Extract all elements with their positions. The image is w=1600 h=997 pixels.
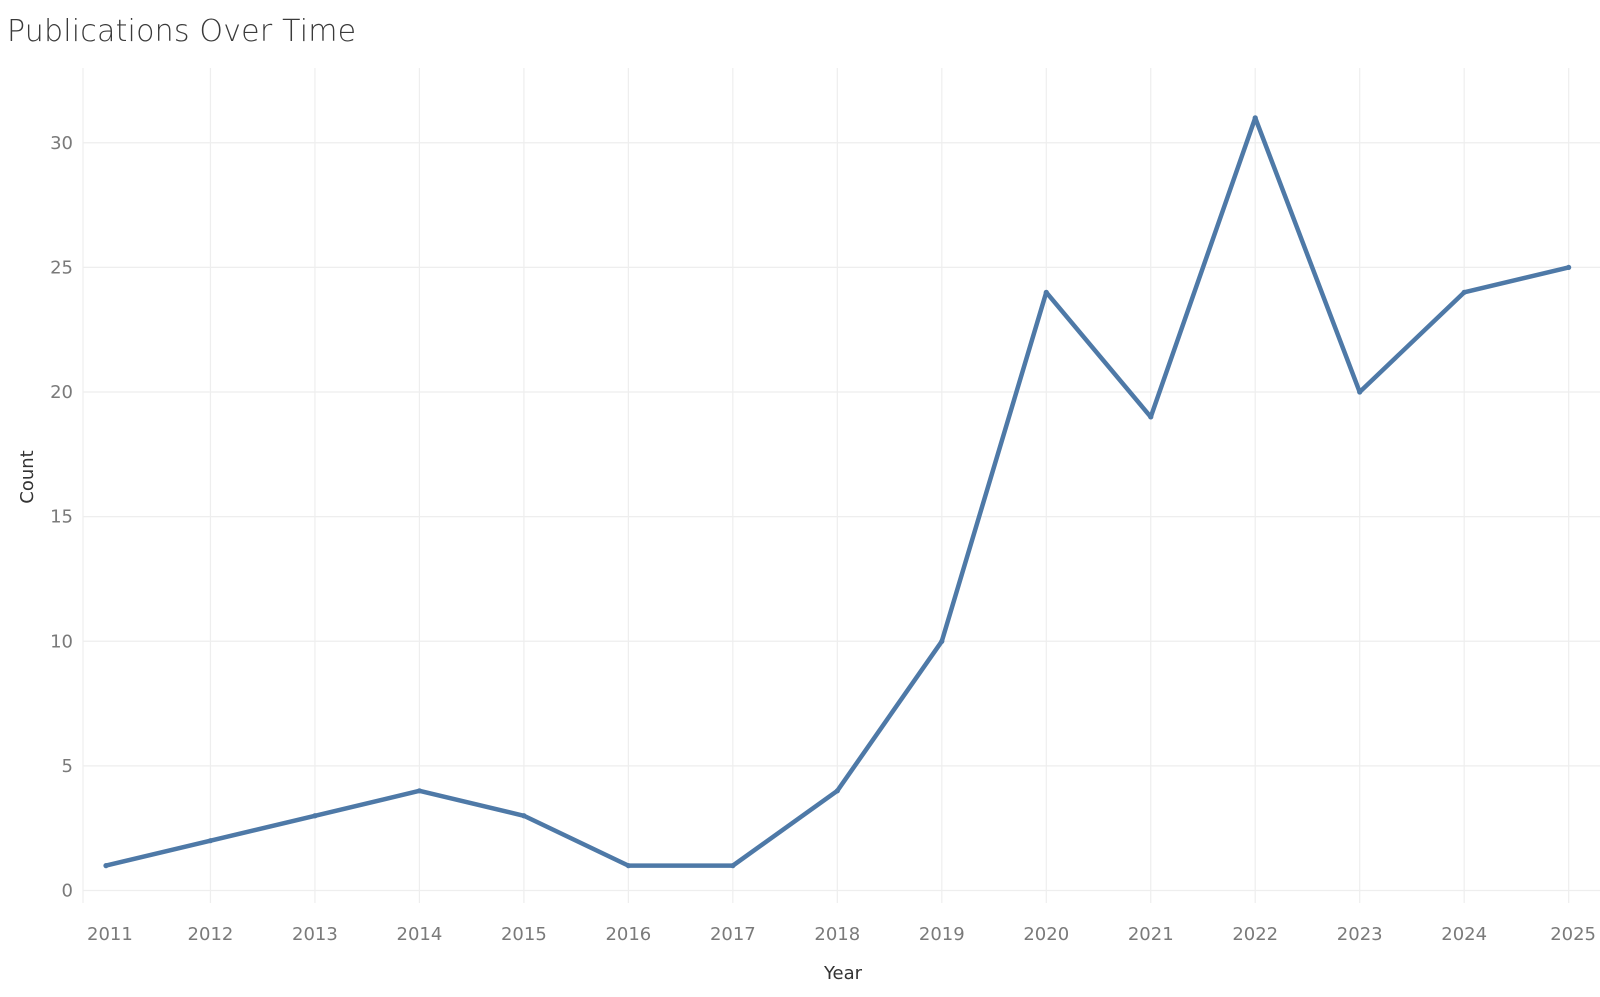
data-point[interactable] [521,813,527,819]
data-point[interactable] [312,813,318,819]
x-tick-label: 2020 [1023,924,1069,945]
data-point[interactable] [207,838,214,844]
x-tick-label: 2024 [1441,924,1487,945]
x-axis-ticks: 2011 2012 2013 2014 2015 2016 2017 2018 2019 2020… [87,924,1596,945]
x-tick-label: 2015 [501,924,547,945]
data-point[interactable] [1043,289,1049,295]
x-tick-label: 2025 [1550,924,1596,945]
y-tick-label: 30 [50,133,73,154]
data-point[interactable] [1148,414,1154,420]
y-tick-label: 15 [50,507,73,528]
y-tick-label: 10 [50,631,73,652]
y-tick-label: 0 [62,881,73,902]
y-axis-ticks: 0 5 10 15 20 25 30 [50,133,73,902]
data-point[interactable] [416,788,423,794]
x-tick-label: 2013 [292,924,338,945]
y-tick-label: 25 [50,257,73,278]
x-tick-label: 2022 [1232,924,1278,945]
x-tick-label: 2019 [919,924,965,945]
x-tick-label: 2018 [814,924,860,945]
x-tick-label: 2012 [188,924,234,945]
x-axis-title: Year [823,963,863,984]
data-point[interactable] [103,863,109,869]
y-axis-title: Count [17,450,38,503]
data-point[interactable] [730,863,736,869]
data-point[interactable] [1252,115,1258,121]
x-tick-label: 2011 [87,924,133,945]
y-tick-label: 5 [62,756,73,777]
x-tick-label: 2014 [397,924,443,945]
vertical-gridlines [82,68,1570,903]
data-point[interactable] [1357,389,1363,395]
data-point[interactable] [1461,289,1467,295]
chart-title: Publications Over Time [7,14,357,49]
y-tick-label: 20 [50,382,73,403]
x-tick-label: 2017 [710,924,756,945]
data-point[interactable] [939,638,945,644]
x-tick-label: 2016 [605,924,651,945]
data-point[interactable] [834,788,840,794]
data-point[interactable] [625,863,631,869]
horizontal-gridlines [83,142,1600,892]
x-tick-label: 2021 [1128,924,1174,945]
x-tick-label: 2023 [1337,924,1383,945]
data-point[interactable] [1566,264,1572,271]
series-layer [103,115,1572,869]
